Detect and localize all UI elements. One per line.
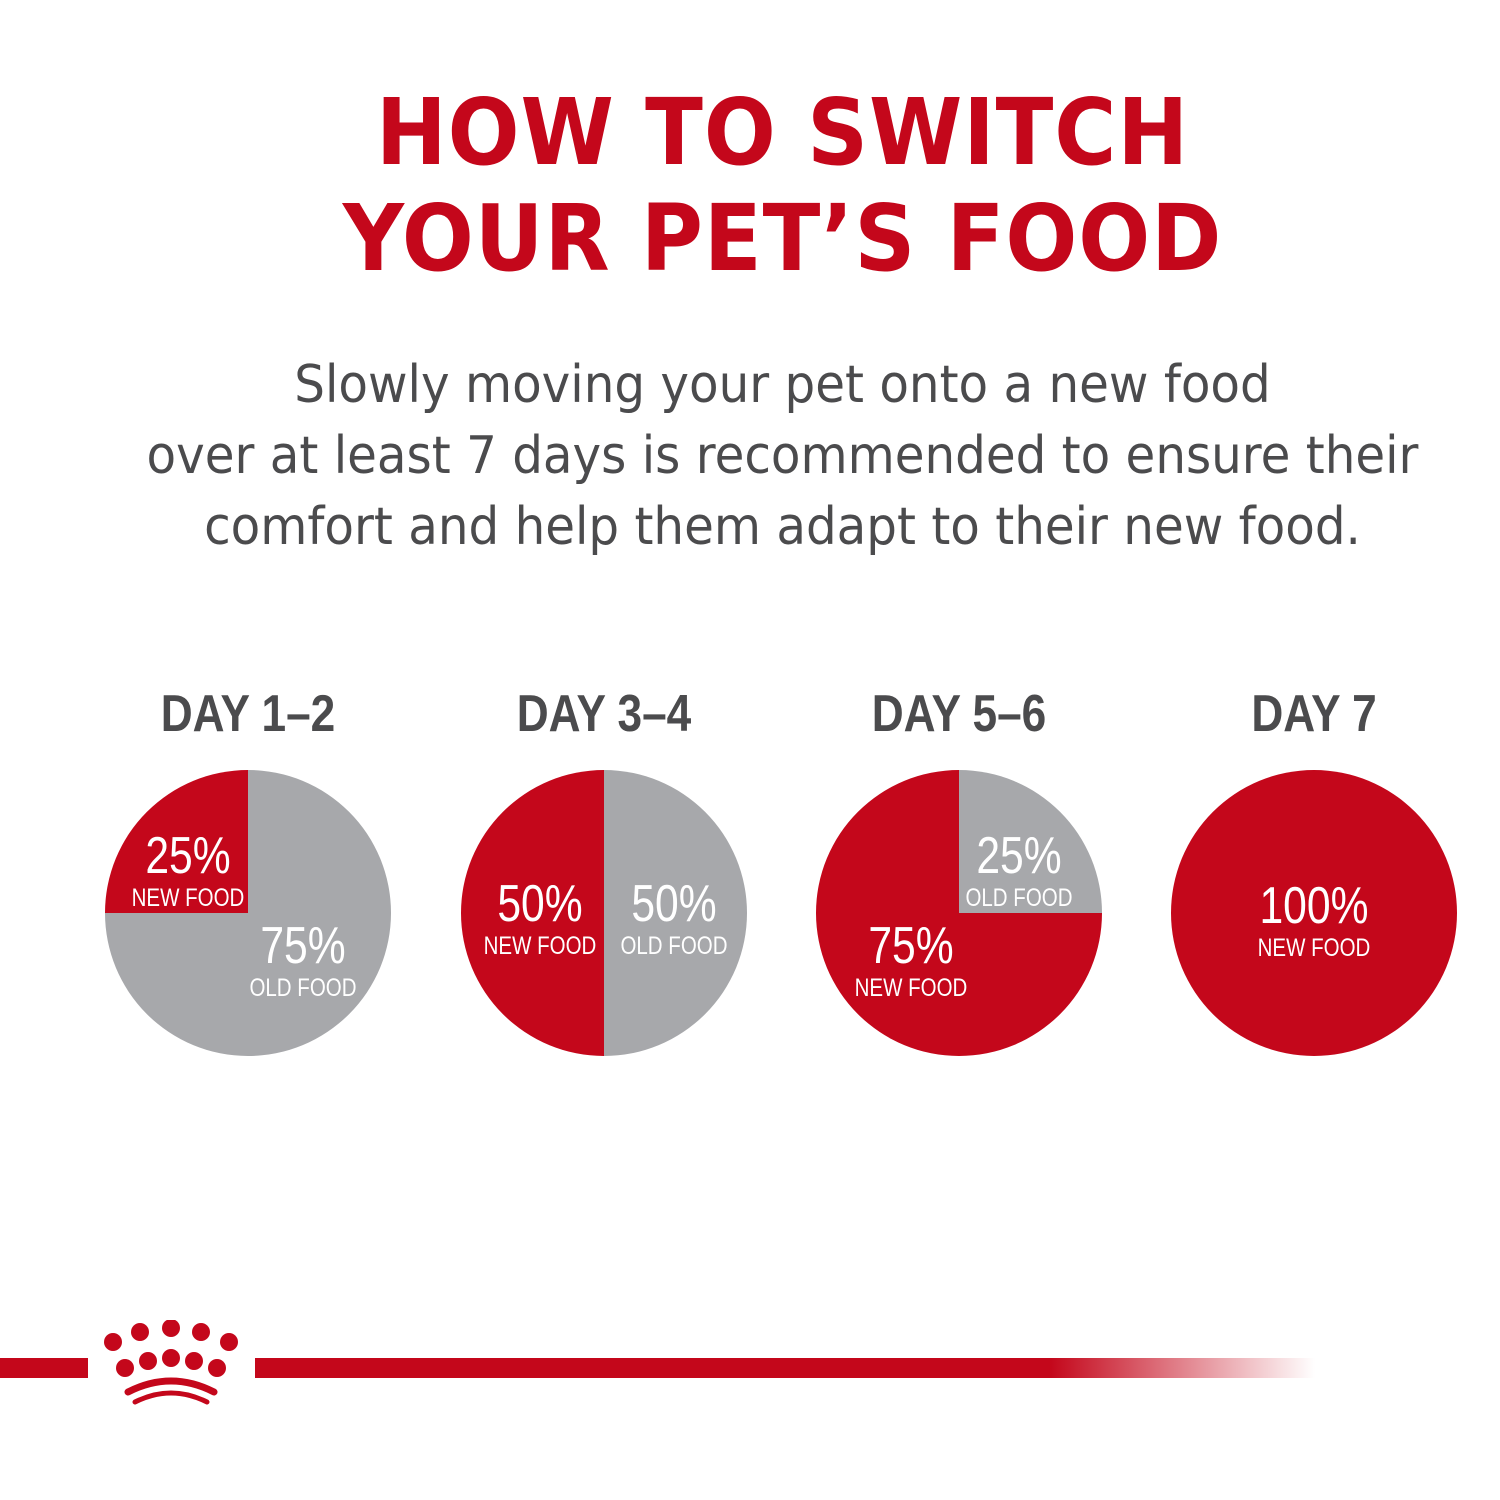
pie-category-label: NEW FOOD bbox=[484, 931, 597, 959]
pie-value-label: 100% bbox=[1259, 877, 1368, 935]
pie-category-label: NEW FOOD bbox=[132, 883, 245, 911]
pie-category-label: OLD FOOD bbox=[965, 883, 1072, 911]
pie-category-label: OLD FOOD bbox=[620, 931, 727, 959]
subtitle-line-2: over at least 7 days is recommended to e… bbox=[146, 426, 1419, 486]
pie-value-label: 50% bbox=[497, 875, 582, 933]
crown-logo-icon bbox=[104, 1320, 238, 1405]
title-line-2: YOUR PET’S FOOD bbox=[342, 185, 1223, 292]
day-5-6-title: DAY 5–6 bbox=[871, 685, 1047, 743]
pie-category-label: NEW FOOD bbox=[1258, 933, 1371, 961]
day-1-2-title: DAY 1–2 bbox=[160, 685, 336, 743]
pie-category-label: OLD FOOD bbox=[249, 973, 356, 1001]
pie-value-label: 75% bbox=[868, 917, 953, 975]
subtitle-line-3: comfort and help them adapt to their new… bbox=[204, 497, 1361, 557]
pie-value-label: 25% bbox=[145, 827, 230, 885]
pie-slice-3-old-food bbox=[959, 770, 1102, 913]
pie-slice-1-old-food bbox=[105, 770, 391, 1056]
page-title: HOW TO SWITCH YOUR PET’S FOOD bbox=[63, 80, 1500, 292]
pie-category-label: NEW FOOD bbox=[855, 973, 968, 1001]
subtitle-line-1: Slowly moving your pet onto a new food bbox=[294, 355, 1271, 415]
pie-value-label: 75% bbox=[260, 917, 345, 975]
divider-right bbox=[255, 1358, 1315, 1378]
pie-slice-2-old-food bbox=[604, 770, 747, 1056]
title-line-1: HOW TO SWITCH bbox=[375, 79, 1190, 186]
pie-slice-2-new-food bbox=[461, 770, 604, 1056]
pie-slice-4-new-food bbox=[1171, 770, 1457, 1056]
day-3-4-title: DAY 3–4 bbox=[516, 685, 692, 743]
day-7-title: DAY 7 bbox=[1251, 685, 1377, 743]
divider-left bbox=[0, 1358, 88, 1378]
pie-value-label: 25% bbox=[976, 827, 1061, 885]
subtitle: Slowly moving your pet onto a new food o… bbox=[55, 350, 1500, 563]
pie-value-label: 50% bbox=[631, 875, 716, 933]
pie-slice-1-new-food bbox=[105, 770, 248, 913]
